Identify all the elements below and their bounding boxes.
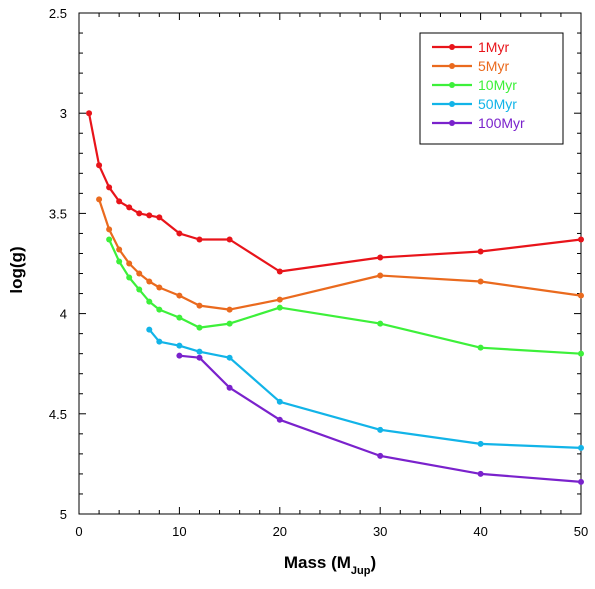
x-tick-label: 10 <box>172 524 186 539</box>
data-point-100myr <box>226 384 233 391</box>
data-point-5myr <box>126 260 133 267</box>
data-point-50myr <box>276 398 283 405</box>
data-point-10myr <box>377 320 384 327</box>
y-tick-label: 3.5 <box>49 206 67 221</box>
data-point-50myr <box>226 354 233 361</box>
y-tick-label: 4.5 <box>49 407 67 422</box>
legend-swatch-marker <box>449 82 455 88</box>
series-line-100myr <box>179 354 582 483</box>
x-tick-label: 50 <box>574 524 588 539</box>
x-axis-ticks: 0 10 20 30 40 50 <box>75 13 588 539</box>
data-point-100myr <box>276 416 283 423</box>
data-point-100myr <box>477 470 484 477</box>
data-point-5myr <box>96 196 103 203</box>
data-point-100myr <box>196 354 203 361</box>
series-line-50myr <box>148 328 582 449</box>
legend-label: 5Myr <box>478 58 509 74</box>
data-point-1myr <box>226 236 233 243</box>
legend-label: 100Myr <box>478 115 525 131</box>
data-point-1myr <box>578 236 584 243</box>
data-point-5myr <box>477 278 484 285</box>
x-axis-title-subscript: Jup <box>351 565 371 577</box>
legend-swatch-marker <box>449 120 455 126</box>
x-axis-title: Mass (MJup) <box>284 553 376 577</box>
data-point-10myr <box>136 286 143 293</box>
data-point-1myr <box>196 236 203 243</box>
data-point-10myr <box>176 314 183 321</box>
data-point-1myr <box>86 110 93 117</box>
legend-swatch-marker <box>449 44 455 50</box>
series-line-5myr <box>98 199 582 311</box>
data-point-10myr <box>578 350 584 357</box>
x-tick-label: 30 <box>373 524 387 539</box>
legend-items: 1Myr 5Myr 10Myr 50Myr 100Myr <box>432 39 525 131</box>
data-point-5myr <box>146 278 153 285</box>
data-point-100myr <box>578 478 584 485</box>
data-point-5myr <box>578 292 584 299</box>
y-axis-ticks: 2.5 3 3.5 4 4.5 5 <box>49 6 581 522</box>
y-tick-label: 4 <box>60 307 67 322</box>
legend-swatch-marker <box>449 63 455 69</box>
data-point-10myr <box>106 236 113 243</box>
data-point-100myr <box>377 452 384 459</box>
data-point-1myr <box>146 212 153 219</box>
y-tick-label: 5 <box>60 507 67 522</box>
data-point-50myr <box>196 348 203 355</box>
data-point-1myr <box>377 254 384 261</box>
x-tick-label: 20 <box>273 524 287 539</box>
x-axis-title-main: Mass (M <box>284 553 351 572</box>
legend: 1Myr 5Myr 10Myr 50Myr 100Myr <box>419 32 564 145</box>
data-point-10myr <box>226 320 233 327</box>
data-point-50myr <box>176 342 183 349</box>
data-point-1myr <box>176 230 183 237</box>
data-point-1myr <box>106 184 113 191</box>
data-point-5myr <box>156 284 163 291</box>
legend-label: 1Myr <box>478 39 509 55</box>
data-point-5myr <box>116 246 123 253</box>
data-point-10myr <box>477 344 484 351</box>
legend-swatch-marker <box>449 101 455 107</box>
data-point-50myr <box>477 440 484 447</box>
x-tick-label: 0 <box>75 524 82 539</box>
data-point-5myr <box>176 292 183 299</box>
data-point-10myr <box>156 306 163 313</box>
data-point-1myr <box>136 210 143 217</box>
data-point-1myr <box>126 204 133 211</box>
data-point-1myr <box>156 214 163 221</box>
plot-frame <box>78 12 582 515</box>
series-layer <box>86 110 584 485</box>
data-point-1myr <box>116 198 123 205</box>
x-axis-title-close: ) <box>370 553 376 572</box>
data-point-1myr <box>477 248 484 255</box>
data-point-10myr <box>196 324 203 331</box>
data-point-5myr <box>106 226 113 233</box>
data-point-5myr <box>136 270 143 277</box>
data-point-50myr <box>156 338 163 345</box>
data-point-5myr <box>377 272 384 279</box>
data-point-100myr <box>176 352 183 359</box>
data-point-10myr <box>116 258 123 265</box>
data-point-1myr <box>96 162 103 169</box>
data-point-10myr <box>146 298 153 305</box>
data-point-10myr <box>126 274 133 281</box>
data-point-5myr <box>196 302 203 309</box>
data-point-50myr <box>578 444 584 451</box>
data-point-50myr <box>377 426 384 433</box>
data-point-10myr <box>276 304 283 311</box>
y-axis-title: log(g) <box>7 246 26 293</box>
y-tick-label: 2.5 <box>49 6 67 21</box>
y-tick-label: 3 <box>60 106 67 121</box>
legend-label: 50Myr <box>478 96 517 112</box>
data-point-1myr <box>276 268 283 275</box>
legend-box <box>419 32 564 145</box>
legend-label: 10Myr <box>478 77 517 93</box>
x-tick-label: 40 <box>473 524 487 539</box>
data-point-5myr <box>276 296 283 303</box>
data-point-50myr <box>146 326 153 333</box>
data-point-5myr <box>226 306 233 313</box>
